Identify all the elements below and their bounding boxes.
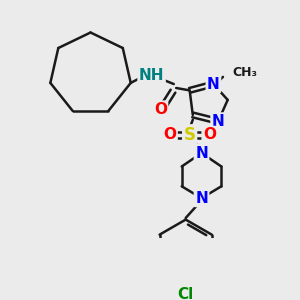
Text: O: O	[163, 127, 176, 142]
Text: CH₃: CH₃	[232, 66, 257, 79]
Text: N: N	[207, 76, 220, 92]
Text: S: S	[184, 126, 196, 144]
Text: NH: NH	[139, 68, 164, 83]
Text: N: N	[195, 191, 208, 206]
Text: N: N	[212, 114, 225, 129]
Text: O: O	[203, 127, 216, 142]
Text: Cl: Cl	[178, 286, 194, 300]
Text: O: O	[154, 102, 167, 117]
Text: N: N	[195, 146, 208, 160]
